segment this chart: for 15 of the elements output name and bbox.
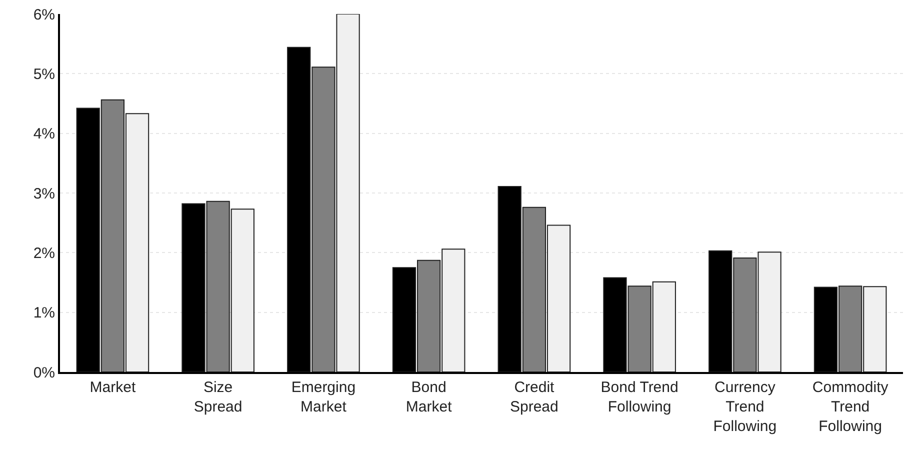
x-tick-label: Market (90, 379, 136, 396)
x-tick-label: Commodity Trend Following (812, 379, 889, 435)
y-tick-label: 2% (33, 244, 55, 262)
x-tick-label: Bond Trend Following (600, 379, 678, 416)
y-tick-label: 6% (33, 6, 55, 24)
x-tick-label: Emerging Market (291, 379, 356, 416)
x-tick-label: Credit Spread (510, 379, 558, 416)
y-tick-label: 1% (33, 304, 55, 322)
y-tick-label: 0% (33, 364, 55, 382)
y-tick-label: 5% (33, 66, 55, 83)
y-tick-label: 3% (33, 185, 55, 202)
x-tick-label: Currency Trend Following (713, 379, 777, 435)
y-tick-label: 4% (33, 126, 55, 143)
x-tick-label: Bond Market (406, 379, 453, 416)
x-tick-label: Size Spread (194, 379, 242, 416)
